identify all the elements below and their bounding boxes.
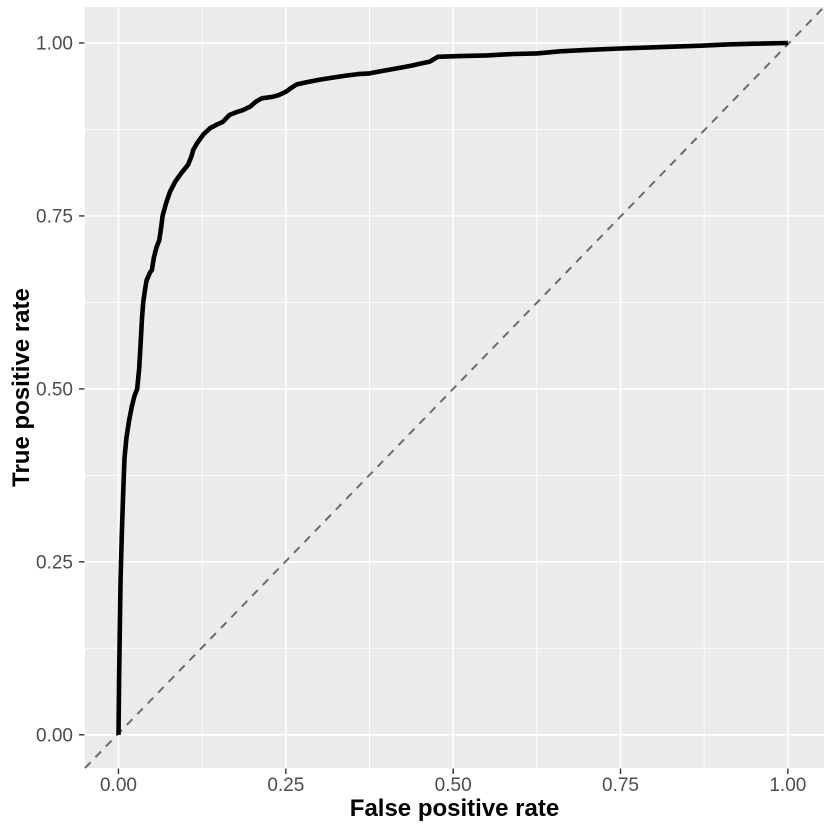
x-axis-title: False positive rate [350,795,559,822]
x-axis-ticks [117,768,789,774]
y-tick-label: 0.25 [36,552,73,573]
x-axis-tick-labels: 0.00 0.25 0.50 0.75 1.00 [100,775,806,796]
y-axis-title: True positive rate [8,288,35,487]
y-axis-tick-labels: 0.00 0.25 0.50 0.75 1.00 [36,33,73,746]
x-tick-label: 0.25 [267,775,304,796]
y-tick-label: 0.50 [36,379,73,400]
roc-curve [116,40,788,735]
x-tick-label: 0.00 [100,775,137,796]
x-tick-label: 1.00 [769,775,806,796]
x-tick-label: 0.75 [602,775,639,796]
y-tick-label: 1.00 [36,33,73,54]
y-tick-label: 0.00 [36,725,73,746]
x-tick-label: 0.50 [435,775,472,796]
y-axis-ticks [79,42,85,736]
chance-diagonal-line [84,6,825,769]
y-tick-label: 0.75 [36,206,73,227]
